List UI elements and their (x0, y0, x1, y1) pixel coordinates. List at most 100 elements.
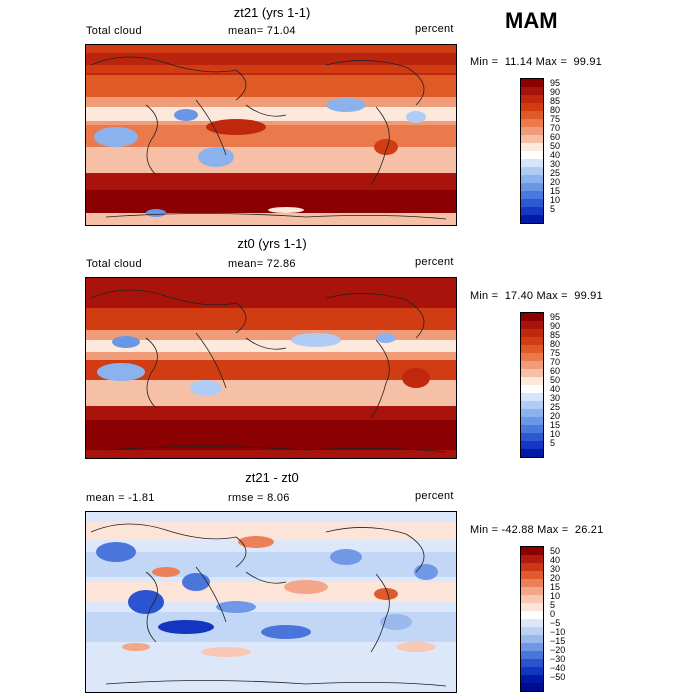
colorbar-cell (521, 659, 543, 667)
colorbar-tick-label: −15 (550, 636, 566, 647)
colorbar-tick-label: 0 (550, 609, 556, 620)
colorbar-tick-label: −30 (550, 654, 566, 665)
colorbar-tick-label: 10 (550, 591, 561, 602)
colorbar-cell (521, 119, 543, 127)
colorbar-cell (521, 417, 543, 425)
colorbar-cell (521, 643, 543, 651)
colorbar-tick-label: 70 (550, 357, 561, 368)
colorbar-cell (521, 313, 543, 321)
panel-title: zt21 - zt0 (245, 470, 299, 485)
colorbar-cell (521, 547, 543, 555)
colorbar-tick-label: 30 (550, 564, 561, 575)
colorbar-tick-label: 50 (550, 546, 561, 557)
colorbar-cell (521, 127, 543, 135)
colorbar-cell (521, 563, 543, 571)
colorbar-tick-label: 85 (550, 96, 561, 107)
colorbar-tick-label: 90 (550, 321, 561, 332)
colorbar-tick-label: 25 (550, 402, 561, 413)
colorbar-tick-label: 10 (550, 429, 561, 440)
panel-title: zt21 (yrs 1-1) (233, 5, 311, 20)
colorbar-tick-label: 60 (550, 366, 561, 377)
colorbar-cell (521, 135, 543, 143)
colorbar-cell (521, 143, 543, 151)
colorbar-tick-label: 20 (550, 177, 561, 188)
colorbar-tick-label: −5 (550, 618, 561, 629)
colorbar-tick-label: −50 (550, 672, 566, 683)
colorbar-tick-label: 75 (550, 114, 561, 125)
colorbar-cell (521, 683, 543, 691)
colorbar-cell (521, 167, 543, 175)
colorbar-tick-label: 5 (550, 600, 556, 611)
colorbar-tick-label: 25 (550, 168, 561, 179)
season-title: MAM (505, 8, 558, 33)
colorbar-tick-label: 5 (550, 204, 556, 215)
colorbar-tick-label: 50 (550, 375, 561, 386)
colorbar-tick-label: 15 (550, 420, 561, 431)
units-label: percent (415, 23, 454, 35)
colorbar-cell (521, 79, 543, 87)
colorbar-cell (521, 175, 543, 183)
colorbar-tick-label: 20 (550, 573, 561, 584)
colorbar-cell (521, 635, 543, 643)
colorbar-tick-label: 40 (550, 555, 561, 566)
colorbar-cell (521, 337, 543, 345)
colorbar-cell (521, 361, 543, 369)
colorbar-cell (521, 95, 543, 103)
difference-map-svg (86, 512, 456, 692)
min-max-label: Min = 11.14 Max = 99.91 (470, 56, 602, 68)
colorbar-cell (521, 369, 543, 377)
colorbar-cell (521, 603, 543, 611)
cloud-map (85, 277, 457, 459)
cloud-map (85, 44, 457, 226)
colorbar-cell (521, 87, 543, 95)
colorbar-tick-label: 80 (550, 339, 561, 350)
panel-title: zt0 (yrs 1-1) (237, 236, 307, 251)
colorbar-cell (521, 215, 543, 223)
colorbar-cell (521, 329, 543, 337)
colorbar-tick-label: 95 (550, 78, 561, 89)
colorbar-tick-label: −20 (550, 645, 566, 656)
colorbar-tick-label: 30 (550, 159, 561, 170)
colorbar-tick-label: 90 (550, 87, 561, 98)
difference-map (85, 511, 457, 693)
colorbar-cell (521, 151, 543, 159)
variable-label: Total cloud (86, 258, 142, 270)
colorbar-cell (521, 393, 543, 401)
colorbar-cell (521, 595, 543, 603)
mean-label: mean= 71.04 (228, 25, 296, 37)
colorbar-cell (521, 191, 543, 199)
colorbar (520, 546, 544, 692)
colorbar-tick-label: 5 (550, 438, 556, 449)
colorbar-cell (521, 207, 543, 215)
colorbar-tick-label: 20 (550, 411, 561, 422)
colorbar-cell (521, 555, 543, 563)
colorbar-cell (521, 103, 543, 111)
colorbar-cell (521, 183, 543, 191)
min-max-label: Min = -42.88 Max = 26.21 (470, 524, 604, 536)
colorbar-tick-label: 40 (550, 384, 561, 395)
colorbar-cell (521, 571, 543, 579)
colorbar-cell (521, 667, 543, 675)
colorbar-cell (521, 321, 543, 329)
colorbar-cell (521, 401, 543, 409)
colorbar-tick-label: 15 (550, 582, 561, 593)
colorbar (520, 78, 544, 224)
colorbar-cell (521, 409, 543, 417)
colorbar-cell (521, 385, 543, 393)
colorbar-tick-label: 50 (550, 141, 561, 152)
colorbar-tick-label: 95 (550, 312, 561, 323)
colorbar-cell (521, 345, 543, 353)
colorbar-cell (521, 675, 543, 683)
colorbar-cell (521, 611, 543, 619)
colorbar-tick-label: 10 (550, 195, 561, 206)
colorbar-tick-label: 15 (550, 186, 561, 197)
colorbar-cell (521, 651, 543, 659)
colorbar-tick-label: 70 (550, 123, 561, 134)
colorbar-cell (521, 587, 543, 595)
colorbar-tick-label: 80 (550, 105, 561, 116)
colorbar-cell (521, 353, 543, 361)
colorbar-tick-label: −10 (550, 627, 566, 638)
colorbar-tick-label: 30 (550, 393, 561, 404)
rmse-label: rmse = 8.06 (228, 492, 290, 504)
colorbar-cell (521, 425, 543, 433)
